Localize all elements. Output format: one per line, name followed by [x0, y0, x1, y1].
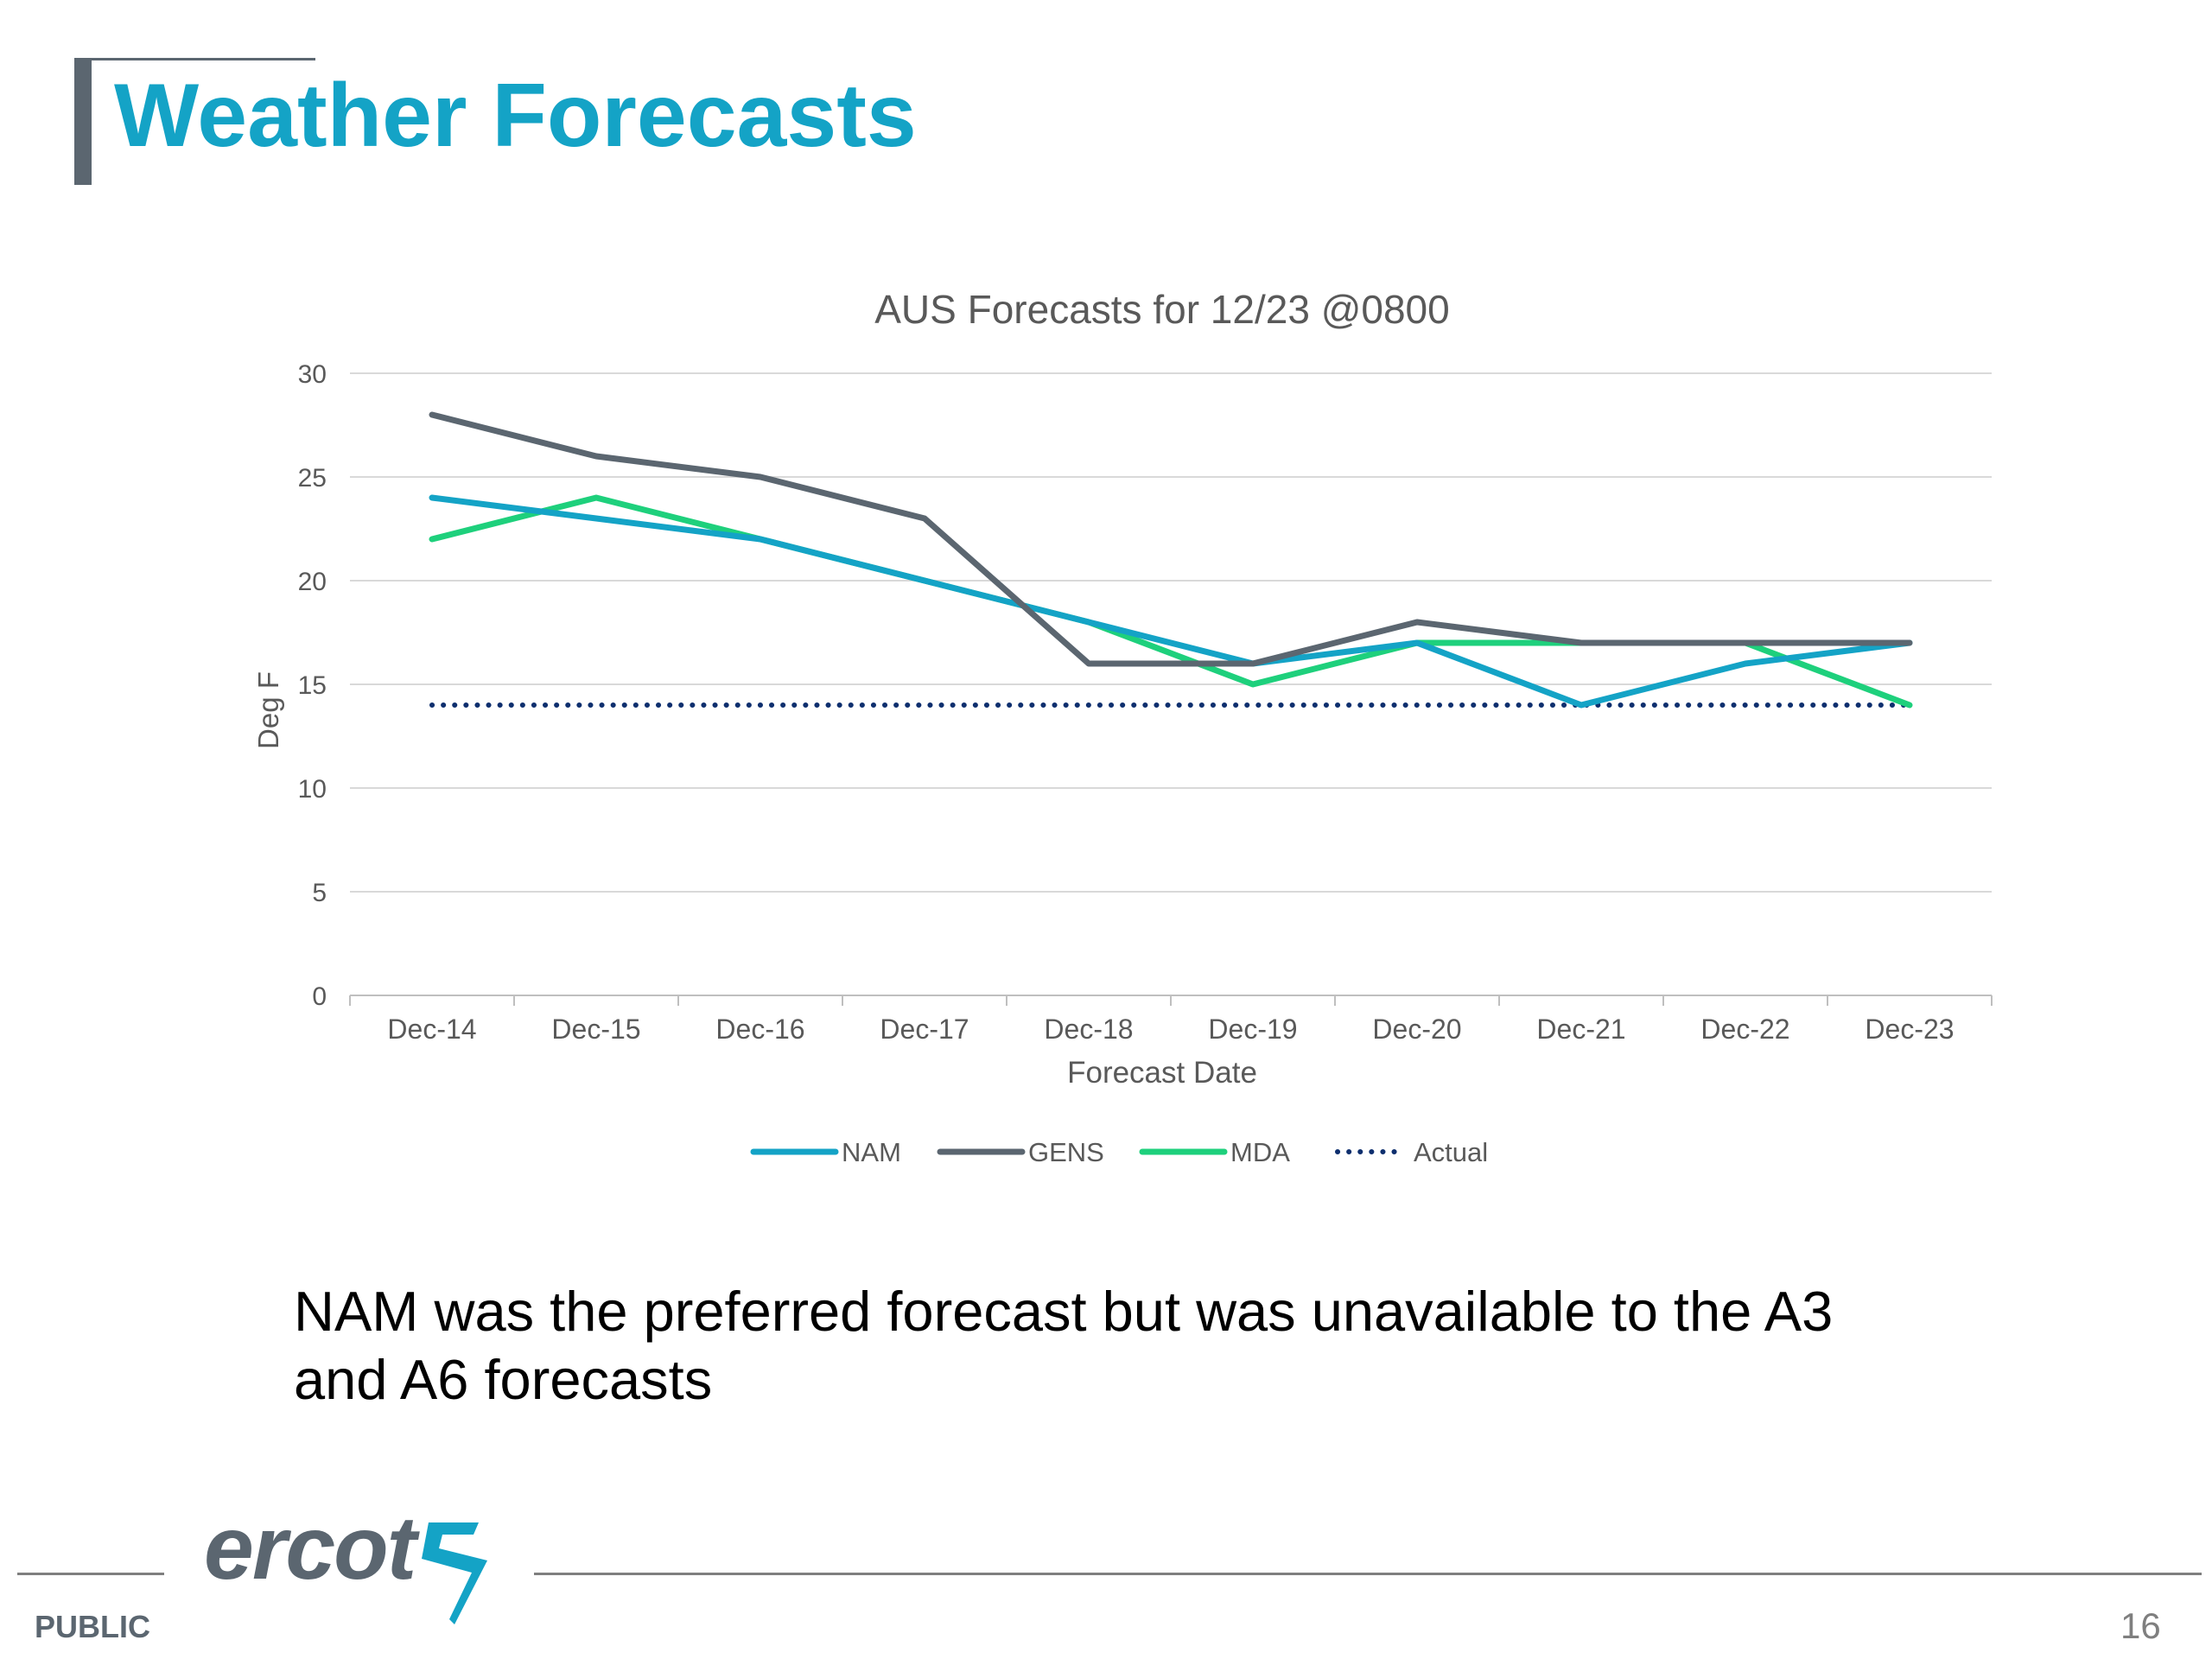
legend-label-gens: GENS — [1028, 1137, 1104, 1167]
x-tick-label: Dec-23 — [1865, 1014, 1954, 1045]
series-line-nam — [429, 494, 1913, 709]
x-tick-label: Dec-19 — [1208, 1014, 1297, 1045]
slide-caption: NAM was the preferred forecast but was u… — [294, 1280, 1834, 1411]
line-chart: AUS Forecasts for 12/23 @0800 0 5 10 15 20 25 3… — [252, 287, 1993, 1167]
x-tick-label: Dec-15 — [551, 1014, 640, 1045]
series-line-mda — [429, 494, 1913, 709]
x-tick-label: Dec-21 — [1536, 1014, 1625, 1045]
x-tick-label: Dec-17 — [880, 1014, 969, 1045]
legend-label-actual: Actual — [1414, 1137, 1488, 1167]
title-accent-line — [74, 58, 315, 60]
slide-title: Weather Forecasts — [114, 66, 917, 166]
x-tick-label: Dec-18 — [1044, 1014, 1133, 1045]
footer-divider-left — [17, 1573, 164, 1575]
y-tick-label: 30 — [298, 360, 327, 389]
x-tick-label: Dec-16 — [715, 1014, 804, 1045]
y-tick-label: 0 — [312, 982, 327, 1011]
x-tick-label: Dec-20 — [1372, 1014, 1461, 1045]
y-tick-label: 20 — [298, 568, 327, 596]
classification-label: PUBLIC — [35, 1609, 150, 1644]
y-tick-label: 15 — [298, 671, 327, 700]
legend-label-nam: NAM — [842, 1137, 901, 1167]
y-tick-label: 10 — [298, 775, 327, 804]
ercot-logo-icon — [422, 1522, 487, 1624]
chart-title: AUS Forecasts for 12/23 @0800 — [874, 287, 1449, 332]
footer-divider-right — [534, 1573, 2202, 1575]
y-tick-label: 25 — [298, 464, 327, 493]
ercot-logo-text: ercot — [204, 1498, 416, 1599]
y-axis-title: Deg F — [252, 671, 284, 749]
title-accent-bar — [74, 58, 92, 185]
x-tick-label: Dec-22 — [1700, 1014, 1789, 1045]
legend-label-mda: MDA — [1230, 1137, 1290, 1167]
y-tick-label: 5 — [312, 879, 327, 907]
series-line-gens — [429, 411, 1913, 667]
page-number: 16 — [2120, 1605, 2161, 1646]
x-tick-label: Dec-14 — [387, 1014, 476, 1045]
x-axis-title: Forecast Date — [1067, 1056, 1257, 1090]
